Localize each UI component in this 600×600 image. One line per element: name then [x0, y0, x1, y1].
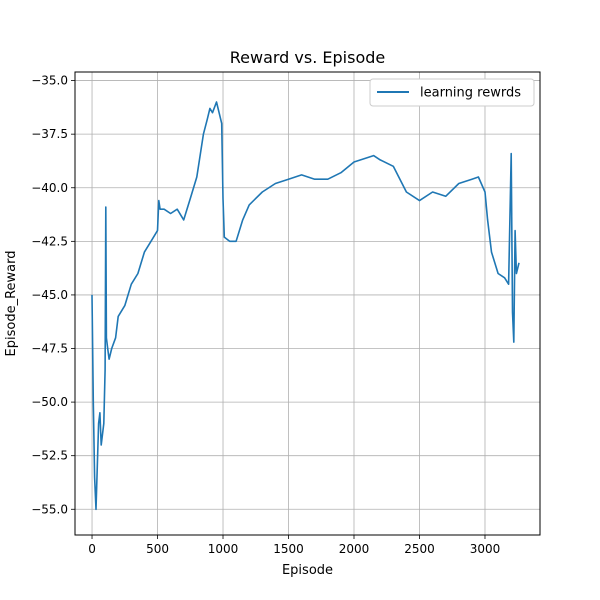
x-tick-label: 3000 [470, 542, 501, 556]
x-tick-label: 2500 [404, 542, 435, 556]
y-tick-label: −52.5 [31, 449, 68, 463]
series-layer [91, 101, 520, 511]
y-tick-label: −47.5 [31, 342, 68, 356]
x-axis-label: Episode [282, 563, 333, 578]
plot-area [75, 72, 540, 535]
legend-box [369, 78, 535, 107]
chart-title: Reward vs. Episode [230, 48, 385, 67]
x-tick-label: 1500 [273, 542, 304, 556]
y-axis-label: Episode_Reward [4, 251, 19, 357]
y-tick-label: −42.5 [31, 234, 68, 248]
legend-label: learning rewrds [420, 86, 521, 101]
y-tick-label: −55.0 [31, 502, 68, 516]
series-line-0 [91, 101, 520, 511]
ticks: 0 500 1000 1500 2000 2500 3000 −35.0 −37.5 −40.0 −… [31, 74, 500, 556]
y-tick-label: −50.0 [31, 395, 68, 409]
y-tick-label: −35.0 [31, 74, 68, 88]
x-tick-label: 0 [88, 542, 96, 556]
grid [75, 72, 540, 535]
x-tick-label: 500 [146, 542, 169, 556]
y-tick-label: −40.0 [31, 181, 68, 195]
legend: learning rewrds [369, 78, 535, 107]
x-tick-label: 1000 [208, 542, 239, 556]
x-tick-label: 2000 [339, 542, 370, 556]
plot-frame [74, 71, 541, 536]
y-tick-label: −45.0 [31, 288, 68, 302]
y-tick-label: −37.5 [31, 127, 68, 141]
